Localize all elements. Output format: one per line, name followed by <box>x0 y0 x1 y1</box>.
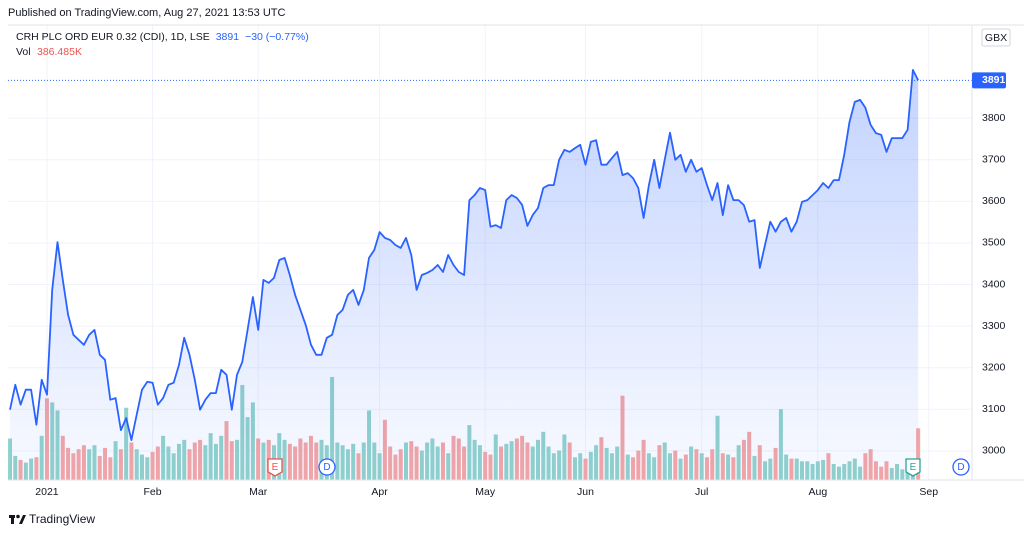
y-tick-label: 3500 <box>982 237 1006 249</box>
y-tick-label: 3800 <box>982 112 1006 124</box>
brand-name: TradingView <box>29 512 95 526</box>
event-label: E <box>910 462 917 473</box>
x-tick-label: Aug <box>808 486 827 498</box>
y-tick-label: 3000 <box>982 445 1006 457</box>
event-icon <box>952 458 970 476</box>
x-tick-label: 2021 <box>35 486 59 498</box>
event-icon <box>318 458 336 476</box>
currency-box[interactable] <box>981 28 1011 47</box>
currency-label[interactable]: GBX <box>985 32 1007 44</box>
event-label: E <box>272 462 279 473</box>
x-tick-label: Jun <box>577 486 594 498</box>
x-tick-label: Apr <box>371 486 388 498</box>
legend-last: 3891 <box>216 31 240 43</box>
brand-logo <box>9 514 26 524</box>
x-tick-label: Sep <box>919 486 938 498</box>
y-tick-label: 3400 <box>982 278 1006 290</box>
event-label: D <box>957 462 964 473</box>
y-tick-label: 3100 <box>982 403 1006 415</box>
price-line <box>9 69 920 441</box>
volume-legend-value: 386.485K <box>37 46 82 58</box>
volume-legend-name: Vol <box>16 46 31 58</box>
x-tick-label: Jul <box>695 486 708 498</box>
x-tick-label: Feb <box>144 486 162 498</box>
legend-change: −30 (−0.77%) <box>245 31 309 43</box>
y-tick-label: 3300 <box>982 320 1006 332</box>
last-price-label: 3891 <box>982 74 1006 86</box>
x-tick-label: May <box>475 486 496 498</box>
published-note: Published on TradingView.com, Aug 27, 20… <box>8 7 285 19</box>
axes <box>8 24 1024 481</box>
y-tick-label: 3600 <box>982 195 1006 207</box>
price-pane <box>8 69 972 481</box>
legend-title: CRH PLC ORD EUR 0.32 (CDI), 1D, LSE <box>16 31 210 43</box>
last-price-box <box>972 72 1006 89</box>
y-tick-label: 3700 <box>982 154 1006 166</box>
x-tick-label: Mar <box>249 486 268 498</box>
y-tick-label: 3200 <box>982 361 1006 373</box>
event-icon <box>267 458 283 477</box>
event-label: D <box>323 462 330 473</box>
event-icon <box>905 458 921 477</box>
